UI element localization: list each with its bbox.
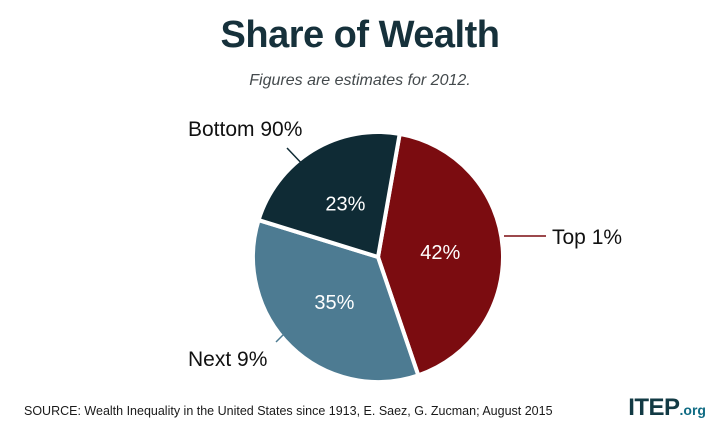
pie-slice-next-9pct <box>251 218 421 384</box>
category-label-bottom-90pct: Bottom 90% <box>188 118 302 141</box>
value-label-next-9pct: 35% <box>314 292 354 314</box>
pie-labels: 42% Top 1% 35% Next 9% 23% Bottom 90% <box>188 118 622 371</box>
source-note: SOURCE: Wealth Inequality in the United … <box>24 404 553 418</box>
chart-subtitle: Figures are estimates for 2012. <box>249 72 471 89</box>
category-label-top-1pct: Top 1% <box>552 226 622 249</box>
pie-slice-top-1pct <box>376 131 505 378</box>
itep-logo: ITEP.org <box>628 394 706 422</box>
logo-main-text: ITEP <box>628 394 680 421</box>
value-label-bottom-90pct: 23% <box>325 194 365 216</box>
chart-title: Share of Wealth <box>220 14 500 56</box>
category-label-next-9pct: Next 9% <box>188 348 267 371</box>
pie-slices <box>251 130 505 384</box>
logo-tld-text: .org <box>679 402 706 418</box>
value-label-top-1pct: 42% <box>420 242 460 264</box>
pie-slice-bottom-90pct <box>256 130 402 259</box>
leader-lines <box>275 147 546 343</box>
leader-line-bottom-90pct <box>286 147 307 169</box>
pie-chart: 42% Top 1% 35% Next 9% 23% Bottom 90% <box>188 118 622 384</box>
leader-line-next-9pct <box>275 327 291 343</box>
